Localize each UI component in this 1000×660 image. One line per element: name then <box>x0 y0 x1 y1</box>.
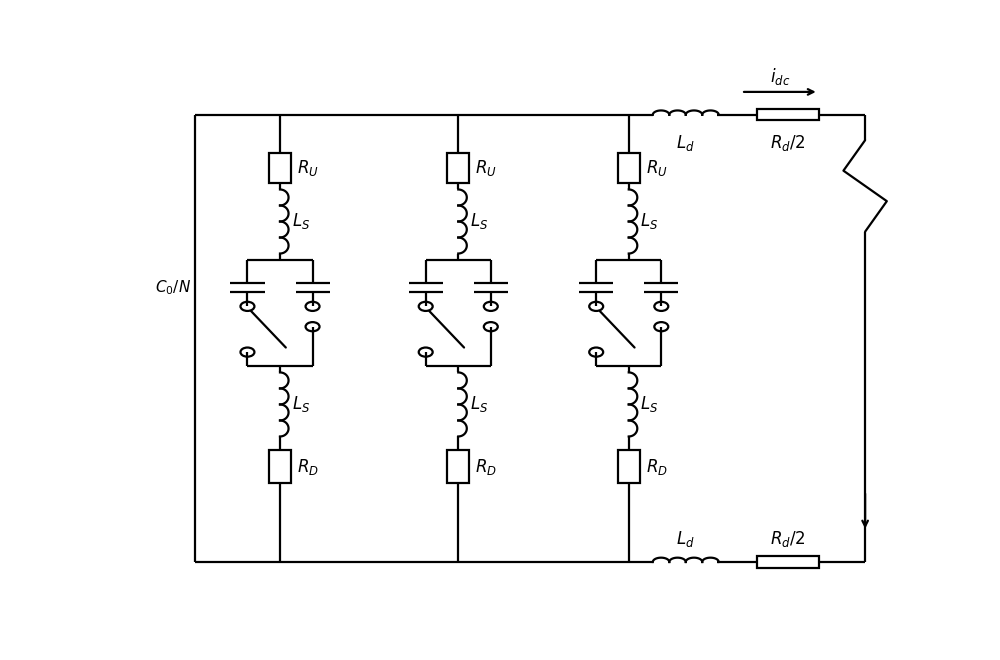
Text: $R_D$: $R_D$ <box>475 457 497 477</box>
Text: $R_d/2$: $R_d/2$ <box>770 133 805 152</box>
Bar <box>269 153 291 183</box>
Text: $L_S$: $L_S$ <box>640 211 659 232</box>
Bar <box>757 556 819 568</box>
Text: $L_S$: $L_S$ <box>640 395 659 414</box>
Bar <box>618 450 640 483</box>
Text: $L_S$: $L_S$ <box>470 211 488 232</box>
Bar <box>757 109 819 120</box>
Text: $i_{dc}$: $i_{dc}$ <box>770 66 790 87</box>
Text: $L_S$: $L_S$ <box>292 395 310 414</box>
Bar <box>447 450 469 483</box>
Bar <box>618 153 640 183</box>
Text: $R_U$: $R_U$ <box>297 158 319 178</box>
Text: $R_U$: $R_U$ <box>646 158 668 178</box>
Bar <box>447 153 469 183</box>
Text: $C_0/N$: $C_0/N$ <box>155 279 191 297</box>
Text: $L_S$: $L_S$ <box>470 395 488 414</box>
Bar <box>269 450 291 483</box>
Text: $R_D$: $R_D$ <box>297 457 319 477</box>
Text: $L_d$: $L_d$ <box>676 529 694 549</box>
Text: $R_U$: $R_U$ <box>475 158 497 178</box>
Text: $R_d/2$: $R_d/2$ <box>770 529 805 549</box>
Text: $L_d$: $L_d$ <box>676 133 694 152</box>
Text: $L_S$: $L_S$ <box>292 211 310 232</box>
Text: $R_D$: $R_D$ <box>646 457 668 477</box>
